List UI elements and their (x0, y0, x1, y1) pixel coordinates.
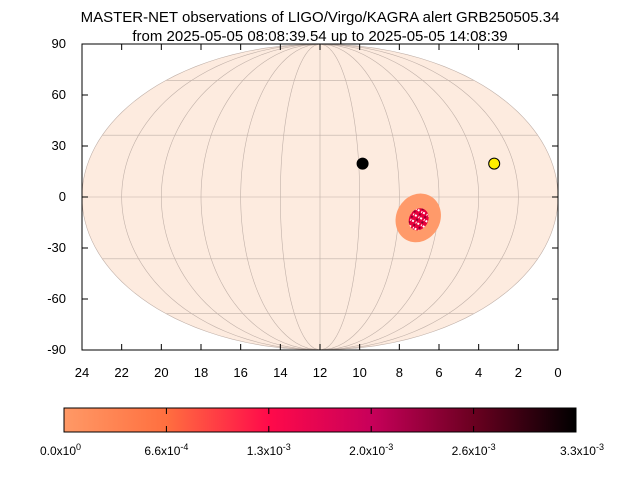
x-tick-label: 18 (194, 365, 208, 380)
x-tick-label: 14 (273, 365, 287, 380)
y-tick-label: 90 (52, 36, 66, 51)
colorbar-tick-label: 3.3x10-3 (560, 442, 604, 458)
chart-title: MASTER-NET observations of LIGO/Virgo/KA… (81, 9, 560, 26)
x-tick-label: 24 (75, 365, 89, 380)
data-point (356, 157, 369, 170)
probability-region (395, 193, 441, 243)
y-tick-label: -30 (47, 240, 66, 255)
data-point (488, 157, 501, 170)
x-tick-label: 0 (554, 365, 561, 380)
x-tick-label: 4 (475, 365, 482, 380)
y-tick-label: 60 (52, 87, 66, 102)
colorbar: 0.0x100 6.6x10-4 1.3x10-3 2.0x10-3 2.6x10-3 3… (40, 407, 604, 458)
y-tick-label: -90 (47, 342, 66, 357)
x-tick-label: 22 (114, 365, 128, 380)
x-tick-label: 8 (396, 365, 403, 380)
x-tick-label: 12 (313, 365, 327, 380)
colorbar-tick-label: 1.3x10-3 (247, 442, 291, 458)
x-tick-label: 20 (154, 365, 168, 380)
x-tick-label: 6 (435, 365, 442, 380)
grid (81, 43, 559, 351)
y-tick-label: 30 (52, 138, 66, 153)
colorbar-tick-label: 2.0x10-3 (349, 442, 393, 458)
y-tick-label: -60 (47, 291, 66, 306)
colorbar-bar (63, 407, 577, 433)
y-tick-label: 0 (59, 189, 66, 204)
colorbar-tick-label: 6.6x10-4 (144, 442, 188, 458)
colorbar-tick-label: 0.0x100 (40, 442, 81, 458)
points (356, 157, 501, 170)
colorbar-tick-label: 2.6x10-3 (452, 442, 496, 458)
x-tick-label: 10 (352, 365, 366, 380)
x-tick-label: 16 (233, 365, 247, 380)
chart-subtitle: from 2025-05-05 08:08:39.54 up to 2025-0… (132, 28, 507, 45)
region-inner-contour (408, 208, 429, 231)
x-tick-label: 2 (515, 365, 522, 380)
